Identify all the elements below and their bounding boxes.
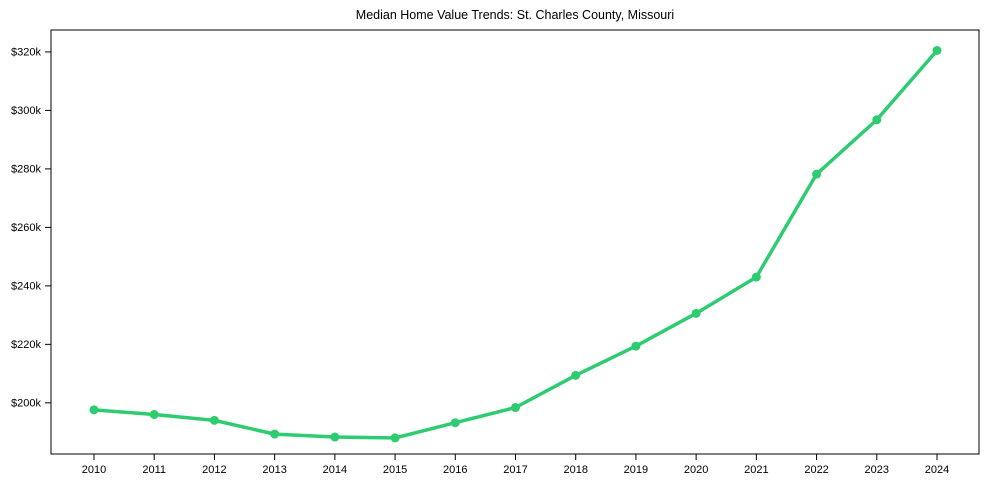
y-tick-label: $280k [11,163,41,175]
x-tick-label: 2010 [82,464,106,476]
data-point-marker [932,45,942,55]
x-tick-label: 2024 [925,464,949,476]
x-tick-label: 2021 [744,464,768,476]
data-point-marker [691,308,701,318]
data-point-marker [751,272,761,282]
x-tick-label: 2017 [503,464,527,476]
x-tick-label: 2012 [202,464,226,476]
y-tick-label: $260k [11,222,41,234]
x-tick-label: 2020 [684,464,708,476]
data-point-marker [511,403,520,413]
data-point-marker [330,432,340,442]
data-point-marker [812,169,822,179]
y-tick-label: $320k [11,46,41,58]
x-tick-label: 2022 [804,464,828,476]
plot-border [50,29,980,455]
trend-line [92,48,939,440]
y-tick-label: $300k [11,105,41,117]
data-point-marker [89,405,99,415]
data-point-marker [872,115,882,125]
chart-title: Median Home Value Trends: St. Charles Co… [355,8,675,22]
y-tick-label: $200k [11,397,41,409]
x-tick-label: 2011 [142,464,166,476]
data-point-marker [571,370,581,380]
x-tick-label: 2023 [865,464,889,476]
data-point-marker [209,415,219,425]
x-tick-label: 2016 [443,464,467,476]
data-point-marker [390,433,400,443]
y-tick-label: $240k [11,280,41,292]
data-point-marker [270,429,280,439]
data-point-marker [631,341,641,351]
data-point-marker [450,418,460,428]
x-tick-label: 2015 [383,464,407,476]
x-tick-label: 2013 [262,464,286,476]
x-tick-label: 2019 [624,464,648,476]
x-tick-label: 2018 [563,464,587,476]
y-tick-label: $220k [11,339,41,351]
x-tick-label: 2014 [323,464,347,476]
data-point-marker [149,410,159,420]
